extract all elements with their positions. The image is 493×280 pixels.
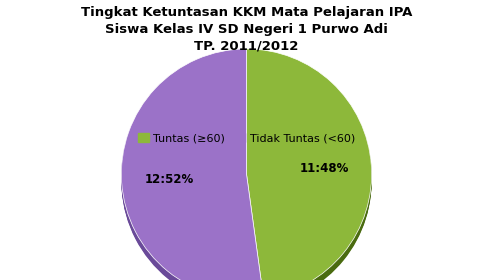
Wedge shape [246, 53, 372, 280]
Wedge shape [121, 51, 264, 280]
Wedge shape [246, 56, 372, 280]
Text: Tingkat Ketuntasan KKM Mata Pelajaran IPA
Siswa Kelas IV SD Negeri 1 Purwo Adi
T: Tingkat Ketuntasan KKM Mata Pelajaran IP… [81, 6, 412, 53]
Wedge shape [121, 55, 264, 280]
Legend: Tuntas (≥60), Tidak Tuntas (<60): Tuntas (≥60), Tidak Tuntas (<60) [134, 129, 359, 148]
Wedge shape [246, 55, 372, 280]
Wedge shape [121, 52, 264, 280]
Wedge shape [121, 53, 264, 280]
Wedge shape [121, 49, 264, 280]
Wedge shape [121, 56, 264, 280]
Wedge shape [246, 52, 372, 280]
Wedge shape [246, 53, 372, 280]
Wedge shape [246, 55, 372, 280]
Wedge shape [121, 50, 264, 280]
Text: 12:52%: 12:52% [144, 173, 194, 186]
Wedge shape [121, 53, 264, 280]
Wedge shape [121, 55, 264, 280]
Text: 11:48%: 11:48% [299, 162, 349, 175]
Wedge shape [246, 50, 372, 280]
Wedge shape [246, 49, 372, 280]
Wedge shape [246, 51, 372, 280]
